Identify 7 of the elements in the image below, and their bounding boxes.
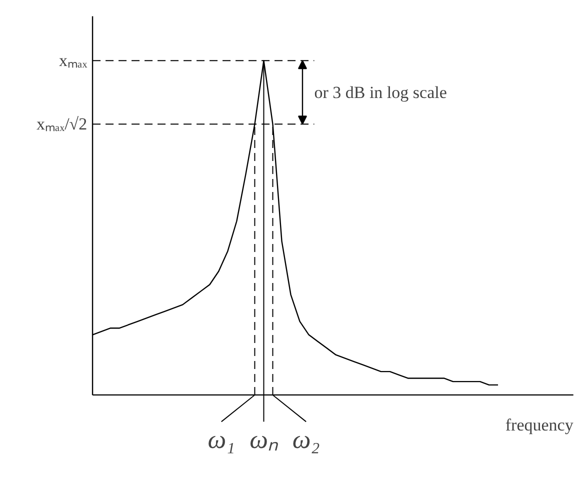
ref-line-label: xₘₐₓ <box>59 51 88 70</box>
x-axis-title: frequency <box>505 416 574 435</box>
ref-line-label: xₘₐₓ/√2 <box>36 114 88 134</box>
text: ω₂ <box>292 425 320 454</box>
text: ωₙ <box>250 425 279 454</box>
annotation: or 3 dB in log scale <box>314 82 447 102</box>
text: ω₁ <box>208 425 236 454</box>
